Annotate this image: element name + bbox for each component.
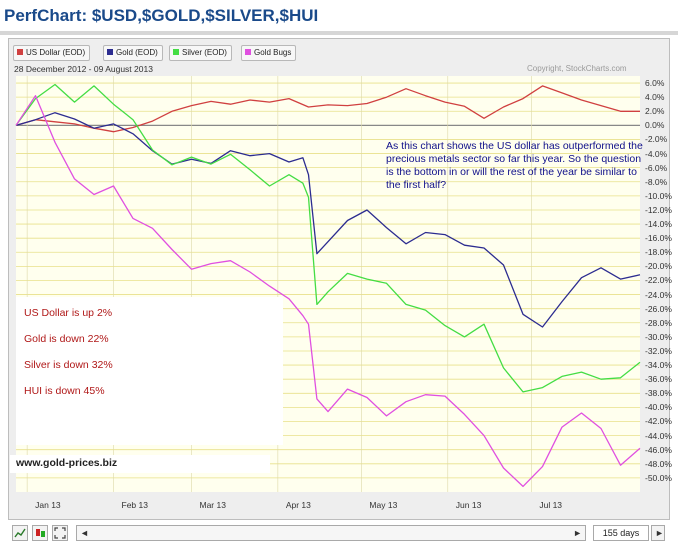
timeline-scrollbar[interactable]: ◄ ► bbox=[76, 525, 586, 541]
title-divider bbox=[0, 31, 678, 35]
scroll-right-icon[interactable]: ► bbox=[573, 528, 582, 538]
y-tick-label: -16.0% bbox=[645, 233, 672, 244]
y-tick-label: -6.0% bbox=[645, 162, 668, 173]
legend-label: Silver (EOD) bbox=[182, 48, 227, 57]
legend-item-gold-bugs[interactable]: Gold Bugs bbox=[241, 45, 297, 61]
x-tick-label: Feb 13 bbox=[121, 500, 148, 510]
x-tick-label: Jun 13 bbox=[455, 500, 482, 510]
stat-us-dollar: US Dollar is up 2% bbox=[24, 307, 113, 319]
scroll-left-icon[interactable]: ◄ bbox=[80, 528, 89, 538]
stat-hui: HUI is down 45% bbox=[24, 385, 105, 397]
y-tick-label: 2.0% bbox=[645, 106, 665, 117]
legend-swatch-icon bbox=[107, 49, 113, 55]
chart-toolbar: ◄ ► 155 days ► bbox=[8, 522, 668, 546]
y-tick-label: -32.0% bbox=[645, 345, 672, 356]
days-field[interactable]: 155 days bbox=[593, 525, 649, 541]
legend-swatch-icon bbox=[173, 49, 179, 55]
copyright-notice: Copyright, StockCharts.com bbox=[527, 64, 627, 73]
x-tick-label: Jul 13 bbox=[539, 500, 563, 510]
fullscreen-icon[interactable] bbox=[52, 525, 68, 541]
y-tick-label: -30.0% bbox=[645, 331, 672, 342]
next-period-button[interactable]: ► bbox=[651, 525, 665, 541]
stats-box: US Dollar is up 2% Gold is down 22% Silv… bbox=[16, 297, 283, 445]
y-tick-label: -40.0% bbox=[645, 402, 672, 413]
legend-label: Gold Bugs bbox=[254, 48, 292, 57]
y-tick-label: -34.0% bbox=[645, 360, 672, 371]
y-tick-label: -26.0% bbox=[645, 303, 672, 314]
y-tick-label: -50.0% bbox=[645, 472, 672, 483]
y-tick-label: 6.0% bbox=[645, 78, 665, 89]
series-line-silver-eod bbox=[15, 83, 641, 393]
y-tick-label: -24.0% bbox=[645, 289, 672, 300]
y-tick-label: 4.0% bbox=[645, 92, 665, 103]
legend-item-us-dollar[interactable]: US Dollar (EOD) bbox=[13, 45, 91, 61]
website-box: www.gold-prices.biz bbox=[10, 455, 270, 473]
y-tick-label: -20.0% bbox=[645, 261, 672, 272]
y-tick-label: -46.0% bbox=[645, 444, 672, 455]
series-line-gold-bugs bbox=[15, 95, 641, 488]
candle-chart-icon[interactable] bbox=[32, 525, 48, 541]
x-tick-label: Mar 13 bbox=[199, 500, 226, 510]
date-range: 28 December 2012 - 09 August 2013 bbox=[14, 64, 153, 74]
stat-silver: Silver is down 32% bbox=[24, 359, 113, 371]
legend-label: Gold (EOD) bbox=[116, 48, 158, 57]
page-title: PerfChart: $USD,$GOLD,$SILVER,$HUI bbox=[4, 6, 319, 25]
y-tick-label: -28.0% bbox=[645, 317, 672, 328]
y-tick-label: -48.0% bbox=[645, 458, 672, 469]
y-tick-label: -22.0% bbox=[645, 275, 672, 286]
y-tick-label: -10.0% bbox=[645, 190, 672, 201]
legend-item-gold[interactable]: Gold (EOD) bbox=[103, 45, 163, 61]
series-line-us-dollar-eod bbox=[15, 85, 640, 133]
x-tick-label: Jan 13 bbox=[35, 500, 61, 510]
y-tick-label: -36.0% bbox=[645, 374, 672, 385]
y-tick-label: 0.0% bbox=[645, 120, 665, 131]
y-tick-label: -12.0% bbox=[645, 204, 672, 215]
y-tick-label: -2.0% bbox=[645, 134, 668, 145]
y-tick-label: -42.0% bbox=[645, 416, 672, 427]
series-lines bbox=[15, 83, 641, 488]
y-tick-label: -38.0% bbox=[645, 388, 672, 399]
series-line-gold-eod bbox=[15, 112, 641, 328]
y-tick-label: -8.0% bbox=[645, 176, 668, 187]
website-label: www.gold-prices.biz bbox=[16, 457, 118, 469]
chart-annotation: As this chart shows the US dollar has ou… bbox=[386, 140, 643, 191]
stat-gold: Gold is down 22% bbox=[24, 333, 109, 345]
chevron-right-icon: ► bbox=[655, 528, 664, 538]
line-chart-icon[interactable] bbox=[12, 525, 28, 541]
y-tick-label: -4.0% bbox=[645, 148, 668, 159]
y-tick-label: -44.0% bbox=[645, 430, 672, 441]
x-tick-label: Apr 13 bbox=[285, 500, 311, 510]
y-tick-label: -14.0% bbox=[645, 219, 672, 230]
legend-item-silver[interactable]: Silver (EOD) bbox=[169, 45, 232, 61]
x-tick-label: May 13 bbox=[369, 500, 398, 510]
y-tick-label: -18.0% bbox=[645, 247, 672, 258]
legend-swatch-icon bbox=[245, 49, 251, 55]
legend-label: US Dollar (EOD) bbox=[26, 48, 86, 57]
legend-swatch-icon bbox=[17, 49, 23, 55]
